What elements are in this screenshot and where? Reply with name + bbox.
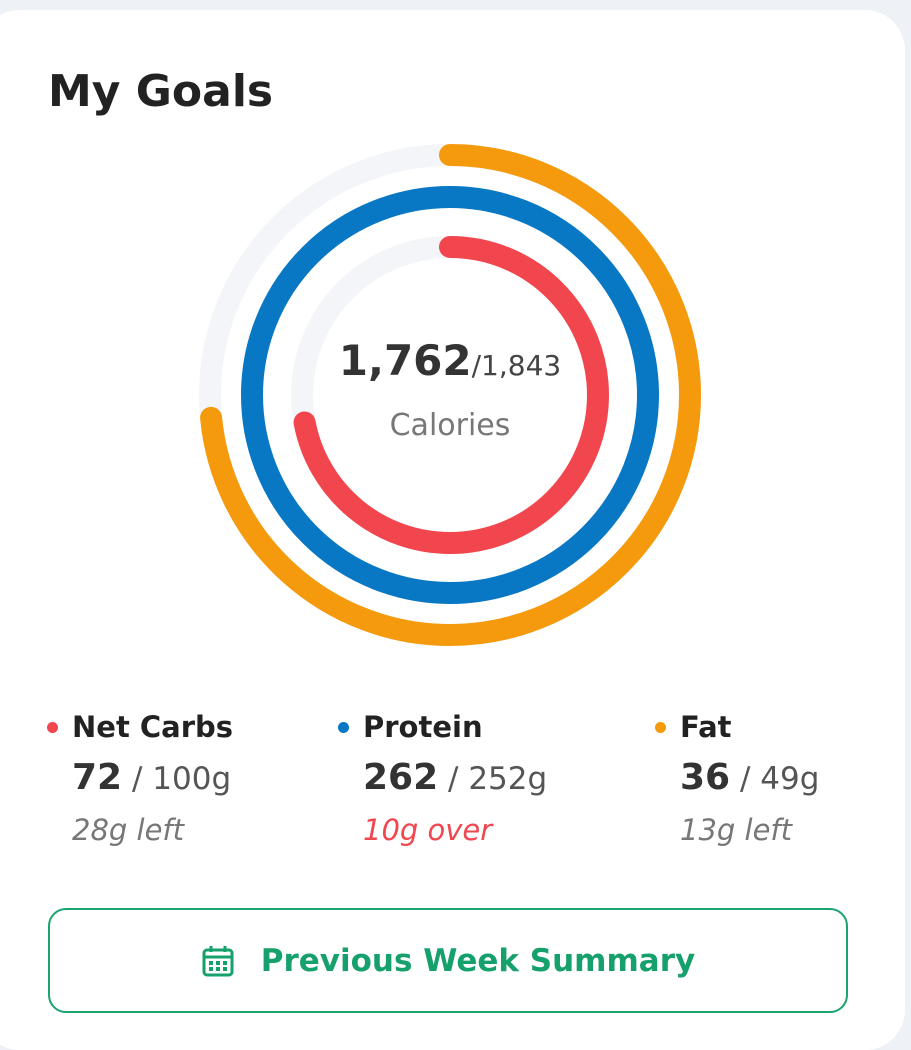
macro-goal: 49: [760, 761, 800, 797]
macro-name: Fat: [680, 710, 732, 744]
ring-progress: [241, 186, 659, 604]
ring-progress: [291, 236, 609, 554]
calorie-value: 1,762/1,843: [250, 336, 650, 385]
macro-values: 72 / 100g: [72, 757, 233, 805]
macro-values: 262 / 252g: [363, 757, 547, 805]
macro-head: Net Carbs: [47, 705, 233, 749]
title: My Goals: [48, 66, 274, 117]
macro: Net Carbs 72 / 100g 28g left: [47, 705, 233, 847]
page: {"header": {"title": "My Goals"}, "calor…: [0, 10, 905, 1050]
macro-dot: [47, 721, 58, 733]
macro-values: 36 / 49g: [680, 757, 819, 805]
macro-status: 10g over: [363, 813, 493, 847]
calendar-icon: [202, 945, 234, 976]
macro-current: 72: [72, 757, 123, 798]
macro-unit: g: [799, 761, 820, 797]
macro-separator: /: [739, 761, 751, 797]
macro-unit: g: [211, 761, 232, 797]
macro-name: Protein: [363, 710, 483, 744]
macro-status: 13g left: [680, 813, 793, 847]
calorie-current: 1,762: [338, 336, 472, 385]
macro-separator: /: [448, 761, 459, 797]
card: [0, 10, 905, 1050]
calorie-goal: /1,843: [471, 349, 562, 382]
macro-dot: [655, 721, 666, 733]
macro-current: 36: [680, 757, 731, 798]
macro-current: 262: [363, 757, 439, 798]
rings: [199, 144, 701, 646]
macro-head: Protein: [338, 705, 547, 749]
calorie-label: Calories: [389, 408, 511, 443]
ring-progress: [199, 144, 701, 646]
macro-goal: 100: [152, 761, 212, 797]
macro-status: 28g left: [72, 813, 185, 847]
macro-head: Fat: [655, 705, 819, 749]
macro-name: Net Carbs: [72, 710, 234, 744]
button-label: Previous Week Summary: [260, 942, 696, 979]
macro-goal: 252: [468, 761, 528, 797]
summary-button[interactable]: Previous Week Summary: [48, 908, 848, 1013]
macro: Protein 262 / 252g 10g over: [338, 705, 547, 847]
macro: Fat 36 / 49g 13g left: [655, 705, 819, 847]
macro-unit: g: [527, 761, 548, 797]
macro-separator: /: [131, 761, 143, 797]
macro-dot: [338, 721, 349, 733]
